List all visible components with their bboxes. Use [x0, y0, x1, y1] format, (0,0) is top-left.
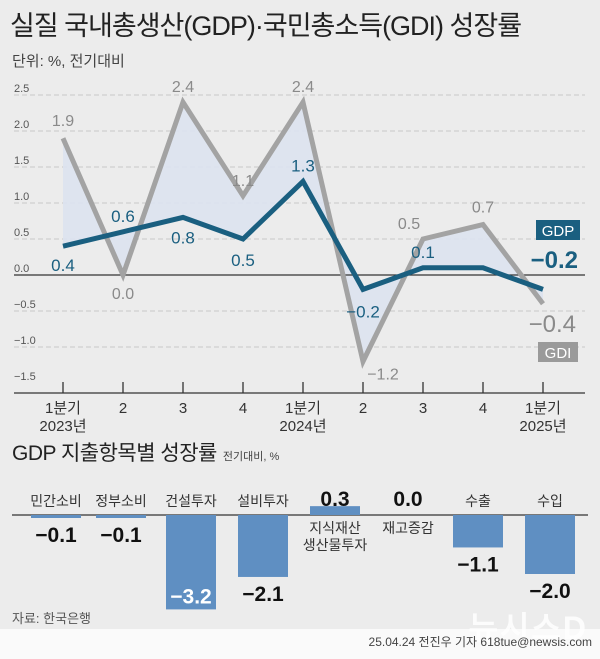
credit-label: 25.04.24 전진우 기자 618tue@newsis.com [368, 635, 592, 649]
x-tick-label: 1분기 [45, 400, 81, 417]
gdp-data-label: 0.4 [51, 256, 75, 275]
x-tick-label: 2 [119, 400, 127, 417]
x-tick-label: 3 [419, 400, 427, 417]
x-tick-year-label: 2025년 [519, 418, 566, 435]
gdp-latest-value: −0.2 [531, 247, 578, 274]
y-tick-label: 2.5 [14, 83, 29, 95]
bar [453, 515, 503, 548]
bar-category-label: 민간소비 [30, 493, 82, 509]
y-tick-label: 0.5 [14, 227, 29, 239]
y-tick-label: 1.0 [14, 191, 29, 203]
gdi-data-label: 0.5 [398, 216, 420, 233]
bar [96, 515, 146, 518]
legend-gdp-label: GDP [542, 223, 575, 240]
bar-chart-title: GDP 지출항목별 성장률 전기대비, % [12, 437, 279, 467]
newsis-logo: 뉴시스D [468, 610, 588, 646]
y-tick-label: 0.0 [14, 263, 29, 275]
bar-category-label: 수입 [537, 493, 563, 509]
x-tick-label: 3 [179, 400, 187, 417]
chart-title: 실질 국내총생산(GDP)·국민총소득(GDI) 성장률 [10, 11, 522, 41]
bar [525, 515, 575, 574]
gdp-data-label: 0.8 [171, 228, 195, 247]
x-tick-year-label: 2023년 [39, 418, 86, 435]
bar-category-label: 건설투자 [165, 493, 217, 509]
bar-value-label: −2.0 [529, 580, 570, 603]
gdp-data-label: 0.1 [411, 243, 435, 262]
gdp-data-label: 1.3 [291, 156, 315, 175]
gdi-data-label: 1.9 [52, 113, 74, 130]
unit-label: 단위: %, 전기대비 [12, 53, 125, 70]
bar-value-label: −1.1 [457, 553, 499, 576]
bar-value-label: 0.0 [393, 488, 422, 511]
gdi-data-label: 2.4 [292, 79, 314, 96]
gdi-data-label: −1.2 [367, 366, 399, 383]
bar-category-label: 생산물투자 [303, 537, 368, 553]
y-tick-label: −1.5 [14, 371, 36, 383]
legend-gdi-badge [538, 342, 578, 362]
gdp-data-label: −0.2 [346, 302, 380, 321]
bar-value-label: −2.1 [242, 583, 284, 606]
y-tick-label: −0.5 [14, 299, 36, 311]
bar-category-label: 재고증감 [382, 520, 434, 536]
bar-value-label: −0.1 [35, 524, 77, 547]
gdi-data-label: 0.7 [472, 200, 494, 217]
gdp-data-label: 0.6 [111, 207, 135, 226]
series-line-gdi [60, 95, 545, 369]
bar-category-label: 수출 [465, 493, 491, 509]
bar-category-label: 정부소비 [95, 493, 147, 509]
x-tick-label: 1분기 [285, 400, 321, 417]
gdi-data-label: 1.1 [232, 173, 254, 190]
series-line-gdp [62, 177, 544, 293]
bar-chart-title-text: GDP 지출항목별 성장률 [12, 442, 217, 465]
bar [310, 506, 360, 515]
footer-bar [0, 629, 600, 659]
gdi-data-label: 0.0 [112, 286, 134, 303]
x-tick-label: 1분기 [525, 400, 561, 417]
x-tick-label: 2 [359, 400, 367, 417]
source-label: 자료: 한국은행 [12, 611, 91, 626]
y-tick-label: −1.0 [14, 335, 36, 347]
y-tick-label: 1.5 [14, 155, 29, 167]
bar [238, 515, 288, 577]
x-tick-label: 4 [479, 400, 487, 417]
bar-value-label: −3.2 [170, 585, 211, 608]
gdp-data-label: 0.5 [231, 251, 255, 270]
bar-category-label: 지식재산 [309, 520, 361, 536]
bar-category-label: 설비투자 [237, 493, 289, 509]
legend-gdp-badge [536, 220, 580, 240]
bar-value-label: 0.3 [320, 488, 349, 511]
x-tick-year-label: 2024년 [279, 418, 326, 435]
legend-gdi-label: GDI [545, 345, 572, 362]
gap-area [63, 102, 543, 362]
y-tick-label: 2.0 [14, 119, 29, 131]
gdi-latest-value: −0.4 [529, 311, 576, 338]
x-tick-label: 4 [239, 400, 247, 417]
gdi-data-label: 2.4 [172, 79, 194, 96]
bar [31, 515, 81, 518]
bar [166, 515, 216, 610]
bar-value-label: −0.1 [100, 524, 142, 547]
bar-chart-unit: 전기대비, % [222, 451, 280, 463]
